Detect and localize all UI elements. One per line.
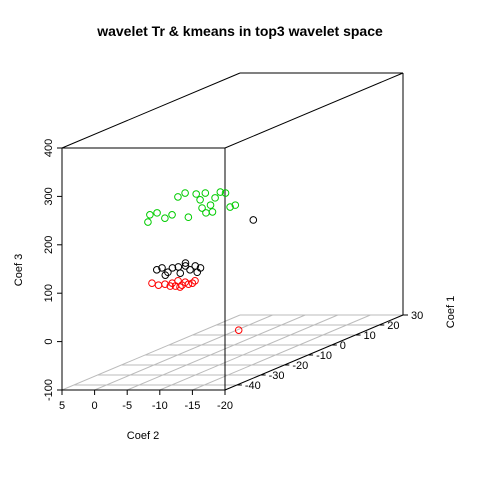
point [161,214,169,222]
x-tick-label: 5 [59,400,65,412]
box-edge [224,314,404,391]
grid-line [94,314,273,391]
point [231,201,240,209]
point [221,189,230,197]
point [226,203,234,211]
point [174,276,182,285]
chart-title: wavelet Tr & kmeans in top3 wavelet spac… [96,23,383,39]
y-tick-label: -10 [316,350,332,362]
z-tick-label: 100 [43,284,55,302]
grid-line [61,314,241,391]
point [174,193,182,201]
z-axis-label: Coef 3 [13,254,25,286]
point [234,326,243,334]
point [181,189,189,197]
point [184,280,193,288]
point [166,282,175,290]
box-edge [224,72,404,149]
z-tick-label: -100 [43,379,55,401]
box-edge [61,72,241,149]
x-tick-label: -10 [152,400,168,412]
point [216,188,225,196]
z-tick-label: 300 [43,187,55,205]
point [249,216,258,224]
y-tick-label: -30 [269,370,285,382]
grid-line [127,314,306,391]
point [206,201,215,209]
y-tick-label: 30 [411,310,423,322]
point [191,276,199,285]
z-tick-label: 400 [43,139,55,157]
point [196,196,204,204]
y-tick-label: -40 [245,380,261,392]
grid-line [192,314,371,391]
z-tick-label: 200 [43,236,55,254]
x-axis-label: Coef 2 [127,430,159,442]
x-tick-label: -5 [122,400,132,412]
point [161,280,169,288]
point [148,279,156,288]
point [154,281,163,289]
point [192,190,200,198]
point [181,259,190,267]
point [184,213,193,222]
point [161,271,170,279]
y-tick-label: 20 [387,320,399,332]
point [158,264,166,272]
grid-line [159,314,338,391]
point [202,209,210,217]
y-tick-label: 0 [340,340,346,352]
y-axis-label: Coef 1 [445,296,457,328]
point [181,262,190,270]
x-tick-label: 0 [92,400,98,412]
point [144,218,152,226]
point [186,266,194,274]
point [193,268,202,277]
point [188,279,197,288]
x-tick-label: -15 [184,400,200,412]
point [211,194,219,202]
point [176,283,184,291]
x-tick-label: -20 [217,400,233,412]
point [168,211,176,219]
y-tick-label: -20 [292,360,308,372]
point [146,211,154,219]
point [168,264,177,272]
point [153,266,161,274]
z-tick-label: 0 [43,339,55,345]
point [198,204,206,212]
point [176,269,185,278]
y-tick-label: 10 [364,330,376,342]
point [208,208,217,216]
point [201,189,210,197]
point [153,209,161,217]
